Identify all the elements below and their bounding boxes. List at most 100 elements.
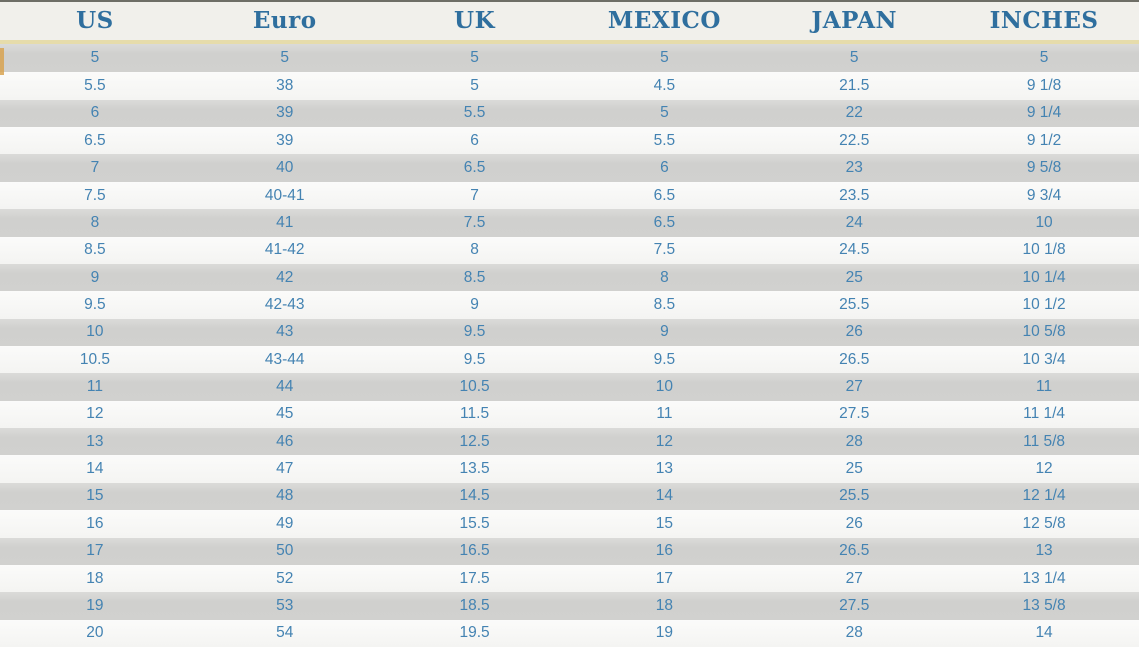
table-cell: 27.5 — [759, 592, 950, 620]
table-cell: 26 — [759, 510, 950, 538]
table-row: 8 41 7.5 6.5 24 10 — [0, 209, 1139, 237]
table-cell: 54 — [189, 619, 380, 647]
table-cell: 10 1/8 — [949, 236, 1139, 264]
table-cell: 39 — [189, 127, 380, 155]
column-header-japan: JAPAN — [759, 2, 950, 44]
table-cell: 11 — [949, 373, 1139, 401]
table-cell: 13 5/8 — [949, 592, 1139, 620]
table-cell: 27 — [759, 564, 950, 593]
table-cell: 7.5 — [379, 209, 570, 237]
table-cell: 14.5 — [379, 482, 570, 511]
table-cell: 6.5 — [0, 127, 190, 155]
table-cell: 24.5 — [759, 236, 950, 264]
table-cell: 8 — [0, 209, 190, 237]
table-cell: 18 — [0, 564, 190, 593]
table-row: 9 42 8.5 8 25 10 1/4 — [0, 263, 1139, 292]
table-cell: 6.5 — [569, 209, 760, 237]
table-cell: 27 — [759, 373, 950, 401]
table-cell: 39 — [189, 99, 380, 128]
table-cell: 5 — [949, 42, 1139, 73]
table-cell: 53 — [189, 592, 380, 620]
table-cell: 12.5 — [379, 428, 570, 456]
table-cell: 17.5 — [379, 564, 570, 593]
table-row: 8.5 41-42 8 7.5 24.5 10 1/8 — [0, 236, 1139, 264]
table-cell: 50 — [189, 537, 380, 565]
table-cell: 15 — [0, 482, 190, 511]
table-cell: 18.5 — [379, 592, 570, 620]
table-cell: 4.5 — [569, 72, 760, 100]
table-cell: 7 — [0, 154, 190, 182]
table-cell: 41 — [189, 209, 380, 237]
table-cell: 10.5 — [379, 373, 570, 401]
table-cell: 13 — [0, 428, 190, 456]
table-cell: 9 1/2 — [949, 127, 1139, 155]
table-row: 18 52 17.5 17 27 13 1/4 — [0, 564, 1139, 593]
column-header-uk: UK — [379, 2, 570, 44]
table-cell: 5 — [569, 42, 760, 73]
table-cell: 5 — [379, 42, 570, 73]
table-cell: 41-42 — [189, 236, 380, 264]
table-cell: 9.5 — [0, 291, 190, 319]
table-cell: 8 — [379, 236, 570, 264]
table-row: 10.5 43-44 9.5 9.5 26.5 10 3/4 — [0, 345, 1139, 374]
table-cell: 9 — [379, 291, 570, 319]
table-cell: 44 — [189, 373, 380, 401]
table-cell: 10 1/4 — [949, 263, 1139, 292]
table-row: 7 40 6.5 6 23 9 5/8 — [0, 154, 1139, 182]
table-row: 10 43 9.5 9 26 10 5/8 — [0, 318, 1139, 346]
table-cell: 9 3/4 — [949, 181, 1139, 210]
column-header-mexico: MEXICO — [569, 2, 760, 44]
table-cell: 5 — [379, 72, 570, 100]
column-header-us: US — [0, 2, 190, 44]
table-cell: 12 1/4 — [949, 482, 1139, 511]
table-cell: 46 — [189, 428, 380, 456]
table-row: 6.5 39 6 5.5 22.5 9 1/2 — [0, 127, 1139, 155]
table-cell: 16 — [569, 537, 760, 565]
table-cell: 52 — [189, 564, 380, 593]
table-cell: 6.5 — [379, 154, 570, 182]
table-cell: 5.5 — [0, 72, 190, 100]
table-cell: 28 — [759, 619, 950, 647]
table-cell: 14 — [0, 455, 190, 483]
table-cell: 40 — [189, 154, 380, 182]
table-cell: 42 — [189, 263, 380, 292]
table-cell: 15 — [569, 510, 760, 538]
table-cell: 26.5 — [759, 345, 950, 374]
table-cell: 13 — [949, 537, 1139, 565]
table-cell: 10 — [569, 373, 760, 401]
table-row: 15 48 14.5 14 25.5 12 1/4 — [0, 482, 1139, 511]
table-cell: 9 — [569, 318, 760, 346]
table-body: 5 5 5 5 5 5 5.5 38 5 4.5 21.5 9 1/8 6 39 5.5 5 22 9 1/4 6.… — [0, 42, 1139, 647]
table-row: 6 39 5.5 5 22 9 1/4 — [0, 99, 1139, 128]
table-cell: 43 — [189, 318, 380, 346]
table-row: 11 44 10.5 10 27 11 — [0, 373, 1139, 401]
table-row: 5.5 38 5 4.5 21.5 9 1/8 — [0, 72, 1139, 100]
table-cell: 9 — [0, 263, 190, 292]
table-cell: 5.5 — [569, 127, 760, 155]
table-cell: 25 — [759, 263, 950, 292]
table-cell: 6 — [569, 154, 760, 182]
table-row: 16 49 15.5 15 26 12 5/8 — [0, 510, 1139, 538]
table-cell: 40-41 — [189, 181, 380, 210]
table-cell: 13 1/4 — [949, 564, 1139, 593]
table-head: US Euro UK MEXICO JAPAN INCHES — [0, 2, 1139, 44]
table-cell: 10 — [0, 318, 190, 346]
table-cell: 5 — [759, 42, 950, 73]
table-cell: 9.5 — [379, 345, 570, 374]
table-row: 13 46 12.5 12 28 11 5/8 — [0, 428, 1139, 456]
table-cell: 49 — [189, 510, 380, 538]
table-cell: 47 — [189, 455, 380, 483]
table-cell: 19.5 — [379, 619, 570, 647]
table-cell: 14 — [949, 619, 1139, 647]
table-cell: 7.5 — [0, 181, 190, 210]
table-cell: 9 5/8 — [949, 154, 1139, 182]
table-cell: 8 — [569, 263, 760, 292]
table-cell: 42-43 — [189, 291, 380, 319]
table-cell: 12 — [569, 428, 760, 456]
table-row: 19 53 18.5 18 27.5 13 5/8 — [0, 592, 1139, 620]
table-cell: 10 5/8 — [949, 318, 1139, 346]
table-cell: 21.5 — [759, 72, 950, 100]
table-cell: 20 — [0, 619, 190, 647]
